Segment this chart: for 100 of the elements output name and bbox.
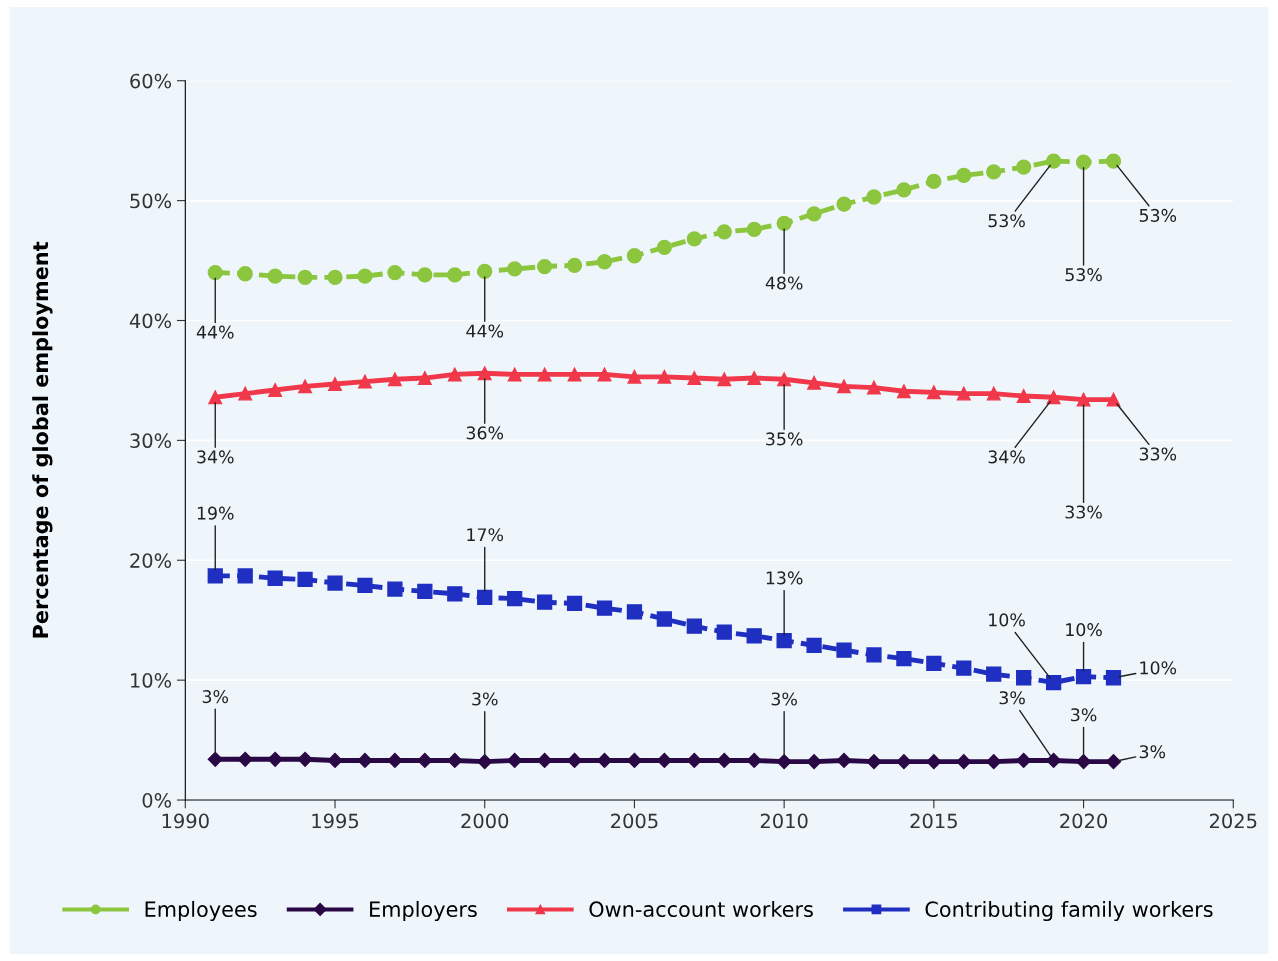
point [1046, 390, 1061, 405]
point [1075, 668, 1092, 685]
point [447, 752, 463, 769]
data-label: 53% [988, 214, 1025, 228]
point [237, 568, 253, 584]
x-tick-label: 2015 [910, 813, 957, 829]
point [836, 752, 852, 769]
point [297, 751, 313, 767]
x-tick-label: 1995 [312, 813, 359, 829]
point [357, 752, 373, 769]
y-tick-label: 40% [129, 313, 172, 329]
data-label: 3% [472, 692, 498, 706]
data-label: 3% [771, 692, 797, 706]
point [327, 575, 343, 591]
point [896, 384, 911, 399]
point [447, 586, 463, 602]
point [716, 224, 732, 240]
point [866, 189, 882, 205]
data-label: 34% [197, 450, 234, 464]
point [866, 647, 882, 663]
point [507, 261, 523, 277]
legend-label: Employers [370, 900, 477, 922]
point [1016, 389, 1031, 403]
point [627, 369, 642, 384]
data-label: 19% [197, 506, 234, 520]
point [387, 581, 403, 597]
point [536, 258, 553, 275]
point [656, 611, 673, 627]
point [926, 754, 942, 770]
point [328, 377, 342, 391]
point [806, 637, 822, 654]
point [596, 600, 613, 616]
point [956, 754, 972, 770]
point [477, 366, 492, 381]
point [866, 754, 882, 770]
point [507, 367, 522, 382]
point [417, 267, 433, 283]
point [777, 372, 792, 387]
point [986, 164, 1002, 180]
point [597, 367, 612, 382]
point [477, 589, 493, 606]
point [387, 752, 403, 769]
point [926, 173, 942, 190]
x-tick-label: 2005 [611, 813, 658, 829]
point [776, 754, 792, 770]
legend-label: Employees [145, 900, 257, 922]
point [716, 624, 732, 640]
data-label: 33% [1065, 505, 1102, 519]
point [417, 752, 433, 769]
point [1075, 154, 1092, 170]
point [387, 372, 402, 387]
data-label: 10% [1066, 623, 1102, 637]
point [806, 206, 822, 222]
point [297, 269, 313, 285]
data-label: 10% [1140, 661, 1177, 675]
data-label: 3% [202, 690, 229, 704]
point [327, 269, 343, 285]
point [747, 371, 762, 385]
point [267, 268, 283, 284]
data-label: 10% [989, 613, 1025, 627]
point [686, 231, 702, 247]
y-tick-label: 60% [130, 73, 172, 89]
point [1016, 670, 1032, 686]
data-label: 13% [766, 571, 803, 585]
data-label: 3% [1139, 745, 1166, 759]
x-tick-label: 2000 [461, 813, 509, 829]
data-label: 3% [1071, 708, 1097, 722]
point [1046, 752, 1062, 769]
y-tick-label: 50% [130, 193, 172, 209]
point [566, 595, 583, 612]
data-label: 53% [1139, 208, 1177, 222]
point [536, 594, 553, 610]
point [297, 571, 313, 588]
point [746, 628, 762, 644]
point [387, 264, 403, 281]
legend-label: Own-account workers [589, 900, 813, 918]
point [1016, 159, 1032, 175]
point [986, 386, 1001, 401]
data-label: 36% [466, 426, 504, 440]
data-label: 33% [1139, 447, 1177, 461]
point [447, 367, 462, 382]
point [926, 385, 941, 400]
point [1105, 153, 1122, 169]
point [836, 642, 852, 658]
point [686, 618, 702, 634]
data-label: 3% [999, 691, 1025, 705]
y-tick-label: 0% [142, 792, 172, 808]
point [956, 660, 972, 676]
point [656, 239, 673, 256]
point [566, 257, 583, 273]
point [626, 604, 643, 620]
point [926, 655, 942, 672]
point [507, 590, 523, 607]
point [1105, 754, 1122, 770]
point [956, 386, 971, 401]
point [477, 754, 493, 770]
point [327, 752, 343, 769]
point [896, 182, 912, 198]
point [596, 254, 613, 270]
data-label: 44% [196, 325, 234, 339]
